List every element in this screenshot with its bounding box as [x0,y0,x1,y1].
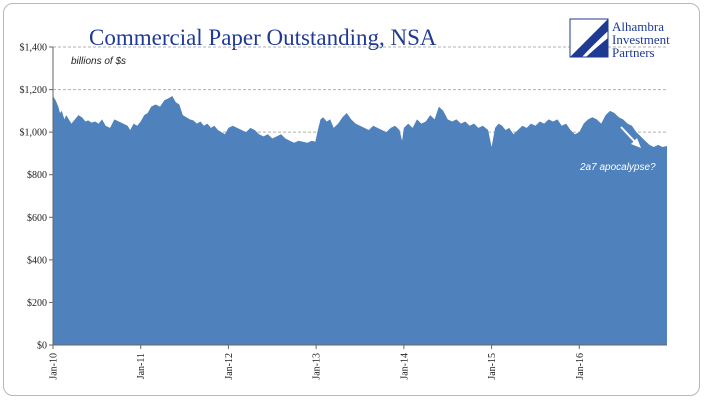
x-tick-label: Jan-14 [399,353,410,380]
y-tick-label: $800 [27,170,47,181]
annotation-arrow [620,126,641,148]
y-axis: $0 $200 $400 $600 $800 $1,000 $1,200 $1,400 [20,43,54,352]
y-tick-label: $0 [37,341,47,352]
annotation-text: 2a7 apocalypse? [579,162,656,173]
company-logo: Alhambra Investment Partners [569,18,670,60]
logo-mark-icon [569,18,609,58]
chart-svg: Commercial Paper Outstanding, NSA billio… [20,18,670,380]
x-tick-label: Jan-13 [312,353,323,380]
chart-frame: Commercial Paper Outstanding, NSA billio… [3,3,700,396]
x-axis: Jan-10 Jan-11 Jan-12 Jan-13 Jan-14 Jan-15 Jan-… [49,344,667,380]
x-tick-label: Jan-12 [224,353,235,380]
x-tick-label: Jan-11 [136,353,147,379]
y-tick-label: $1,000 [20,128,48,139]
x-tick-label: Jan-10 [49,353,60,380]
chart-title: Commercial Paper Outstanding, NSA [89,25,437,50]
logo-line-2: Investment [612,32,670,47]
y-tick-label: $200 [27,298,47,309]
y-tick-label: $400 [27,255,47,266]
unit-label: billions of $s [71,56,126,67]
logo-line-3: Partners [612,45,655,60]
y-tick-label: $600 [27,213,47,224]
y-tick-label: $1,200 [20,85,48,96]
logo-line-1: Alhambra [612,19,664,34]
x-tick-label: Jan-15 [487,353,498,380]
y-tick-label: $1,400 [20,43,48,54]
series-area [53,96,667,345]
x-tick-label: Jan-16 [575,353,586,380]
